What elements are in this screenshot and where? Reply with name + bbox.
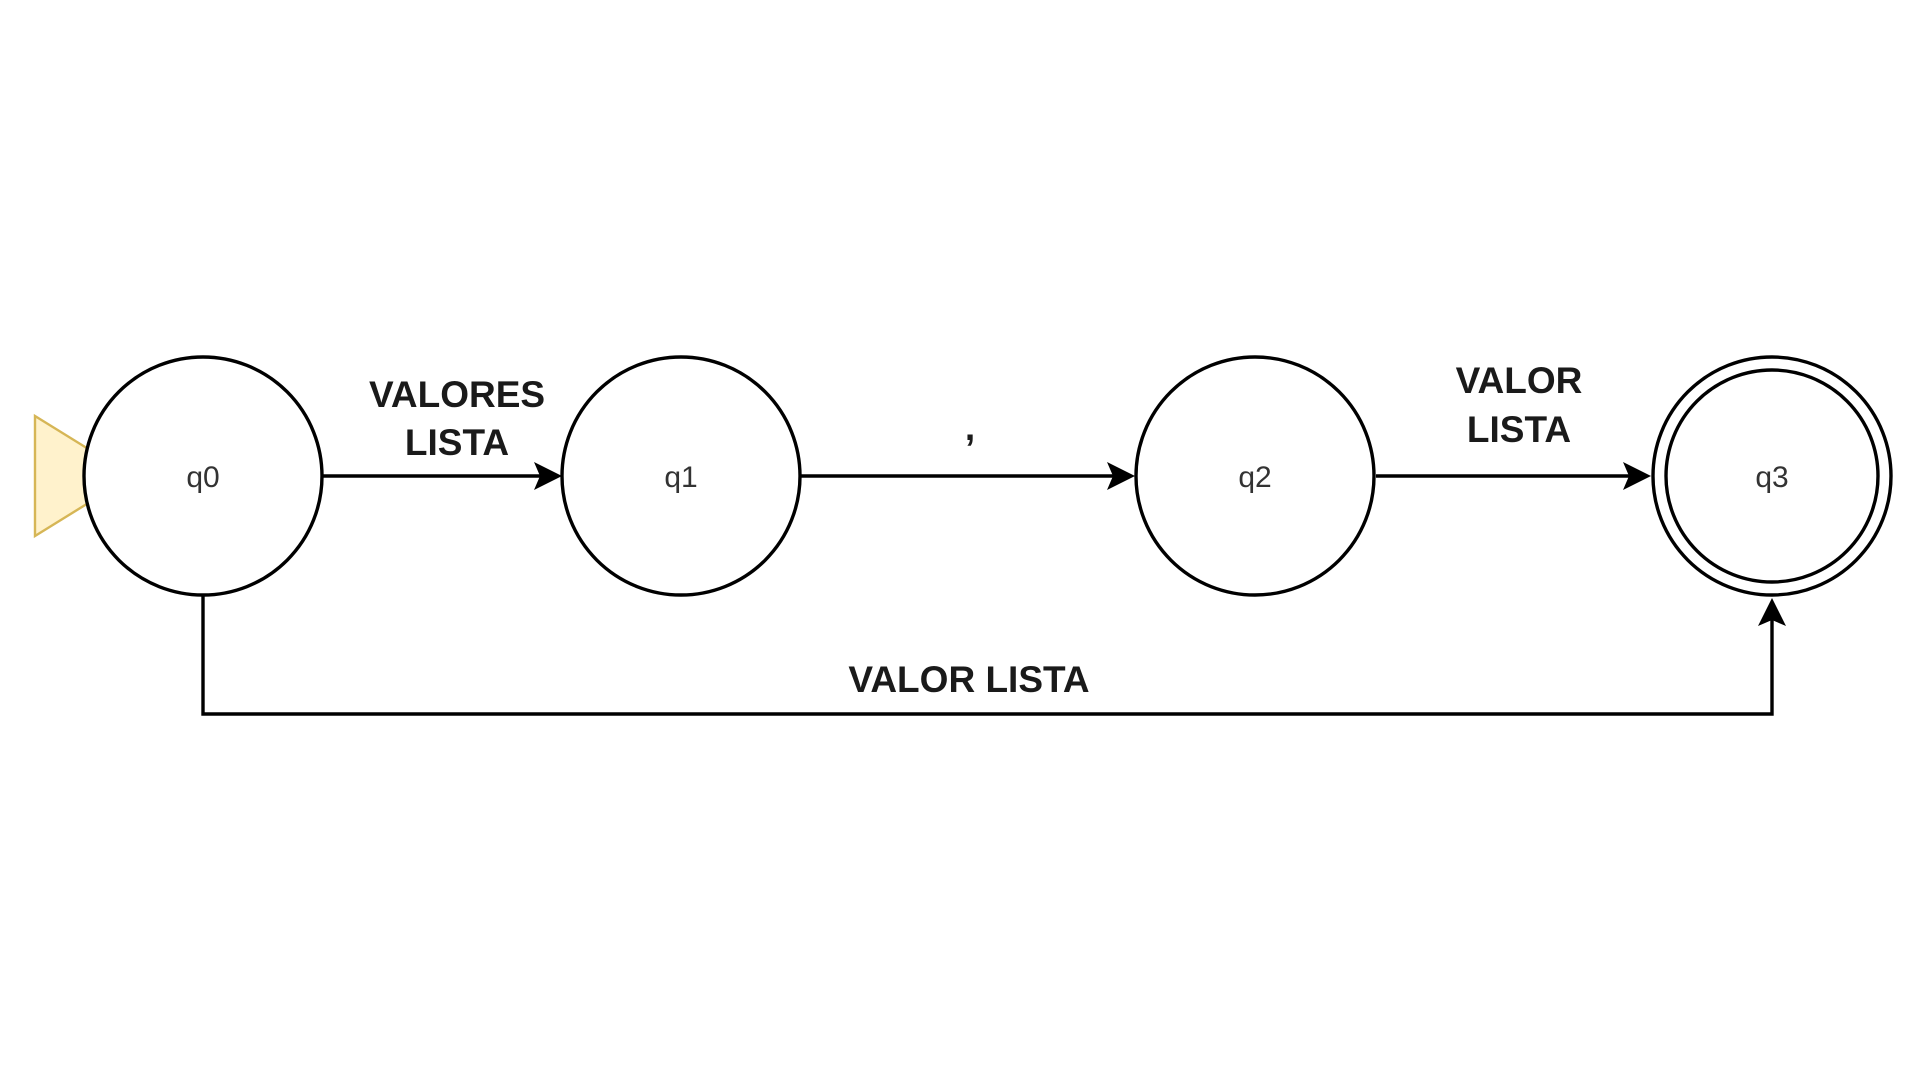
state-label-q3: q3 <box>1755 461 1788 494</box>
arrowhead-q1-q2 <box>1107 462 1135 490</box>
state-label-q2: q2 <box>1238 461 1271 494</box>
state-label-q1: q1 <box>664 461 697 494</box>
edge-label-q1-q2: , <box>965 407 975 448</box>
state-label-q0: q0 <box>186 461 219 494</box>
state-q1 <box>560 355 802 597</box>
edge-label-q2-q3-line2: LISTA <box>1467 409 1571 450</box>
arrowhead-q0-q1 <box>534 462 562 490</box>
edge-label-q0-q1-line2: LISTA <box>405 422 509 463</box>
state-q3-accepting-ring <box>1664 368 1880 584</box>
edge-q0-q3 <box>201 596 1774 716</box>
state-q2 <box>1134 355 1376 597</box>
arrowhead-q0-q3 <box>1758 598 1786 626</box>
arrowhead-q2-q3 <box>1623 462 1651 490</box>
edge-label-q0-q3: VALOR LISTA <box>848 659 1089 700</box>
state-q0 <box>82 355 324 597</box>
edge-label-q2-q3-line1: VALOR <box>1456 360 1583 401</box>
edge-label-q0-q1-line1: VALORES <box>369 374 545 415</box>
